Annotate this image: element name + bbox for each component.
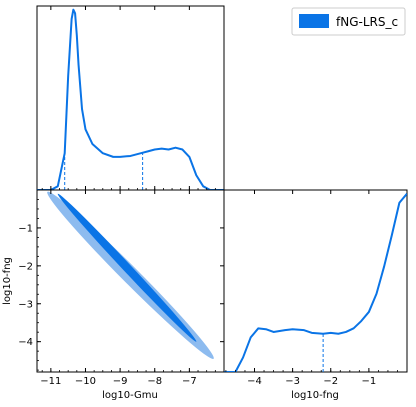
legend-label: fNG-LRS_c — [336, 15, 398, 29]
x-axis-label-gmu: log10-Gmu — [102, 390, 158, 401]
y2-tick-label: −1 — [18, 223, 33, 234]
y-axis-label-fng: log10-fng — [2, 257, 13, 305]
x2-tick-label: −3 — [285, 376, 300, 387]
axis-ticks: −11 −10 −9 −8 −7 −4 −3 −2 −1 −1 −2 −3 −4 — [18, 6, 408, 387]
marginal-fng-curve — [224, 192, 407, 372]
x2-tick-label: −2 — [323, 376, 338, 387]
legend: fNG-LRS_c — [291, 7, 406, 36]
marginal-gmu-plot — [37, 8, 224, 190]
joint-contour-plot — [47, 191, 214, 359]
x1-tick-label: −10 — [75, 376, 96, 387]
x-axis-label-fng: log10-fng — [291, 390, 339, 401]
x1-tick-label: −9 — [113, 376, 128, 387]
y2-tick-label: −3 — [18, 299, 33, 310]
marginal-gmu-curve — [37, 8, 224, 190]
joint-contour-inner — [57, 193, 197, 342]
panel-marginal-fng-frame — [223, 189, 408, 373]
x1-tick-label: −8 — [147, 376, 162, 387]
y2-tick-label: −4 — [18, 337, 33, 348]
x2-tick-label: −1 — [362, 376, 377, 387]
marginal-fng-plot — [224, 192, 407, 372]
x2-tick-label: −4 — [247, 376, 262, 387]
legend-swatch — [299, 14, 329, 28]
x1-tick-label: −11 — [40, 376, 61, 387]
x1-tick-label: −7 — [182, 376, 197, 387]
y2-tick-label: −2 — [18, 261, 33, 272]
